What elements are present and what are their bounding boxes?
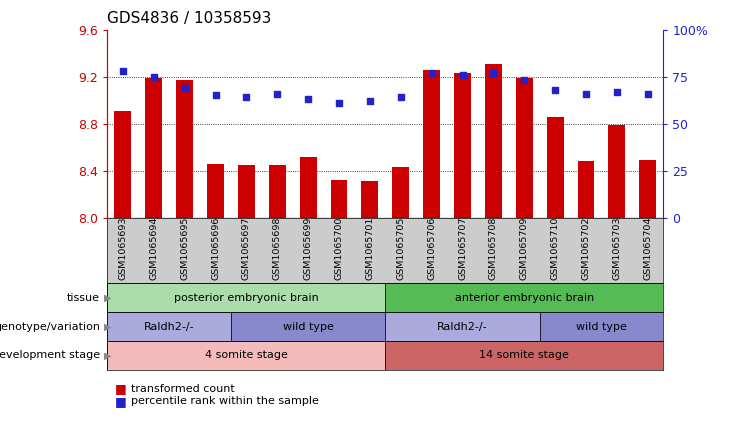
Bar: [385, 283, 663, 312]
Bar: [608, 125, 625, 218]
Bar: [107, 312, 231, 341]
Text: genotype/variation: genotype/variation: [0, 321, 100, 332]
Bar: [238, 165, 255, 218]
Text: anterior embryonic brain: anterior embryonic brain: [455, 293, 594, 303]
Point: [271, 90, 283, 97]
Text: 14 somite stage: 14 somite stage: [479, 350, 569, 360]
Text: wild type: wild type: [576, 321, 627, 332]
Bar: [107, 283, 385, 312]
Bar: [107, 341, 385, 370]
Bar: [392, 167, 409, 218]
Text: Raldh2-/-: Raldh2-/-: [144, 321, 194, 332]
Point: [210, 92, 222, 99]
Bar: [385, 341, 663, 370]
Bar: [577, 161, 594, 218]
Text: transformed count: transformed count: [131, 384, 235, 394]
Bar: [269, 165, 286, 218]
Text: ▶: ▶: [104, 293, 111, 303]
Point: [364, 98, 376, 104]
Bar: [207, 164, 224, 218]
Point: [147, 73, 160, 80]
Bar: [385, 312, 539, 341]
Bar: [539, 312, 663, 341]
Text: wild type: wild type: [283, 321, 333, 332]
Bar: [176, 80, 193, 218]
Point: [240, 94, 252, 101]
Bar: [485, 64, 502, 218]
Bar: [114, 111, 131, 218]
Text: GDS4836 / 10358593: GDS4836 / 10358593: [107, 11, 272, 26]
Point: [456, 71, 468, 78]
Text: 4 somite stage: 4 somite stage: [205, 350, 288, 360]
Bar: [423, 70, 440, 218]
Point: [642, 90, 654, 97]
Bar: [299, 157, 316, 218]
Bar: [454, 73, 471, 218]
Text: ▶: ▶: [104, 350, 111, 360]
Point: [425, 69, 437, 76]
Bar: [639, 160, 657, 218]
Bar: [516, 78, 533, 218]
Bar: [231, 312, 385, 341]
Point: [518, 77, 530, 84]
Point: [549, 86, 561, 93]
Text: Raldh2-/-: Raldh2-/-: [437, 321, 488, 332]
Point: [302, 96, 314, 103]
Point: [117, 68, 129, 74]
Bar: [547, 117, 564, 218]
Bar: [145, 78, 162, 218]
Point: [333, 100, 345, 107]
Point: [179, 85, 190, 91]
Text: ■: ■: [115, 395, 127, 408]
Bar: [362, 181, 379, 218]
Text: posterior embryonic brain: posterior embryonic brain: [174, 293, 319, 303]
Text: ■: ■: [115, 382, 127, 395]
Point: [611, 88, 622, 95]
Point: [488, 69, 499, 76]
Text: ▶: ▶: [104, 321, 111, 332]
Text: development stage: development stage: [0, 350, 100, 360]
Point: [395, 94, 407, 101]
Text: tissue: tissue: [67, 293, 100, 303]
Text: percentile rank within the sample: percentile rank within the sample: [131, 396, 319, 407]
Bar: [330, 180, 348, 218]
Point: [580, 90, 592, 97]
